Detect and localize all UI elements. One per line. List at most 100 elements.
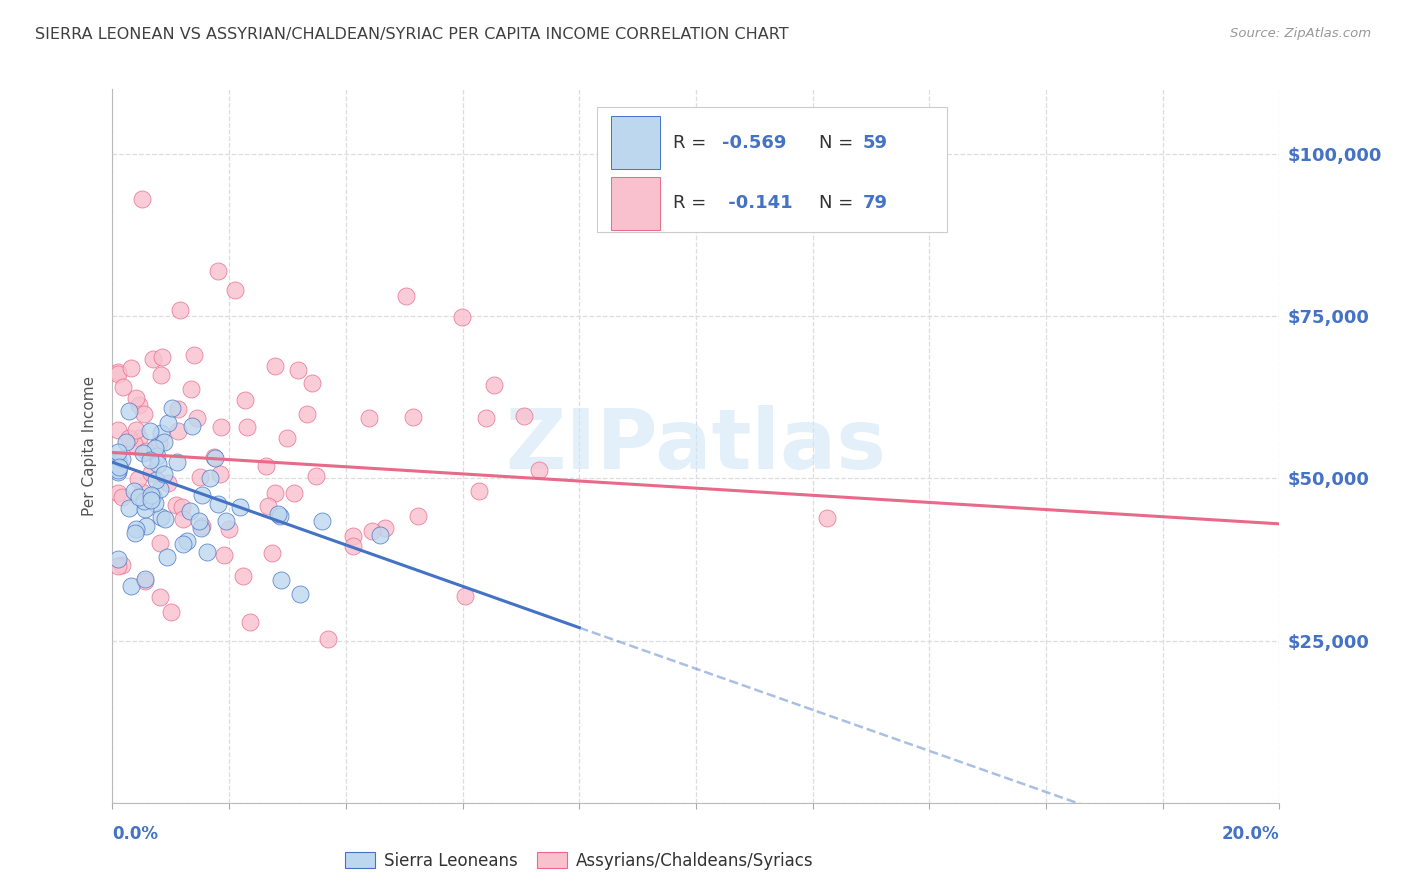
Point	[454, 589, 477, 603]
Point	[202, 450, 225, 464]
Point	[107, 552, 129, 566]
Point	[215, 514, 238, 528]
Point	[142, 351, 165, 366]
Point	[150, 350, 173, 364]
Point	[132, 446, 155, 460]
Point	[157, 475, 180, 490]
Point	[267, 507, 290, 521]
Point	[190, 521, 212, 535]
Point	[224, 283, 246, 297]
Point	[188, 514, 211, 528]
Text: R =: R =	[672, 134, 711, 152]
Point	[186, 410, 208, 425]
Point	[120, 579, 142, 593]
Point	[153, 467, 176, 481]
Point	[125, 391, 148, 405]
Text: 79: 79	[863, 194, 887, 212]
Point	[128, 490, 150, 504]
Point	[131, 484, 153, 499]
Point	[112, 379, 135, 393]
Point	[148, 436, 170, 450]
Point	[204, 451, 226, 466]
Point	[212, 548, 235, 562]
Text: Source: ZipAtlas.com: Source: ZipAtlas.com	[1230, 27, 1371, 40]
Point	[124, 525, 146, 540]
Text: 59: 59	[863, 134, 887, 152]
Point	[165, 498, 187, 512]
Point	[139, 452, 162, 467]
Text: N =: N =	[818, 194, 859, 212]
Point	[149, 536, 172, 550]
Point	[342, 529, 364, 543]
Point	[183, 348, 205, 362]
Point	[179, 504, 201, 518]
Point	[127, 472, 149, 486]
Point	[107, 559, 129, 574]
Point	[451, 310, 474, 324]
Point	[287, 363, 309, 377]
Point	[132, 407, 155, 421]
Point	[368, 528, 391, 542]
Point	[139, 467, 162, 481]
Point	[269, 508, 291, 523]
Point	[305, 468, 328, 483]
Point	[191, 487, 214, 501]
Point	[288, 587, 311, 601]
Point	[128, 431, 150, 445]
Point	[311, 514, 333, 528]
Point	[176, 534, 198, 549]
Text: R =: R =	[672, 194, 711, 212]
Point	[297, 408, 319, 422]
Point	[139, 425, 162, 439]
Point	[107, 444, 129, 458]
Text: ZIPatlas: ZIPatlas	[506, 406, 886, 486]
Text: 0.0%: 0.0%	[112, 825, 159, 843]
Text: 20.0%: 20.0%	[1222, 825, 1279, 843]
Point	[254, 458, 277, 473]
Point	[264, 359, 287, 373]
Point	[513, 409, 536, 423]
Point	[111, 558, 134, 572]
Y-axis label: Per Capita Income: Per Capita Income	[82, 376, 97, 516]
Point	[115, 434, 138, 449]
Point	[195, 545, 218, 559]
Point	[276, 431, 298, 445]
Point	[107, 367, 129, 381]
Point	[474, 410, 496, 425]
Point	[134, 494, 156, 508]
Point	[135, 444, 157, 458]
Point	[124, 483, 146, 498]
Point	[207, 497, 229, 511]
Point	[239, 615, 262, 629]
Point	[108, 457, 131, 471]
Point	[229, 500, 252, 514]
Point	[134, 502, 156, 516]
Point	[107, 465, 129, 479]
Point	[118, 501, 141, 516]
Point	[111, 451, 134, 466]
Point	[218, 522, 240, 536]
Point	[134, 572, 156, 586]
Point	[402, 410, 425, 425]
Point	[467, 484, 489, 499]
Point	[233, 392, 256, 407]
Point	[166, 424, 188, 438]
Point	[107, 486, 129, 500]
Point	[145, 449, 167, 463]
Point	[236, 420, 259, 434]
Point	[191, 519, 214, 533]
Text: N =: N =	[818, 134, 859, 152]
Point	[406, 508, 429, 523]
Point	[153, 434, 176, 449]
Point	[301, 376, 323, 390]
Point	[108, 459, 131, 474]
FancyBboxPatch shape	[596, 107, 946, 232]
Point	[342, 540, 364, 554]
Point	[270, 573, 292, 587]
Point	[125, 523, 148, 537]
Point	[107, 365, 129, 379]
Point	[264, 486, 287, 500]
Point	[149, 368, 172, 382]
Point	[166, 455, 188, 469]
Point	[395, 289, 418, 303]
